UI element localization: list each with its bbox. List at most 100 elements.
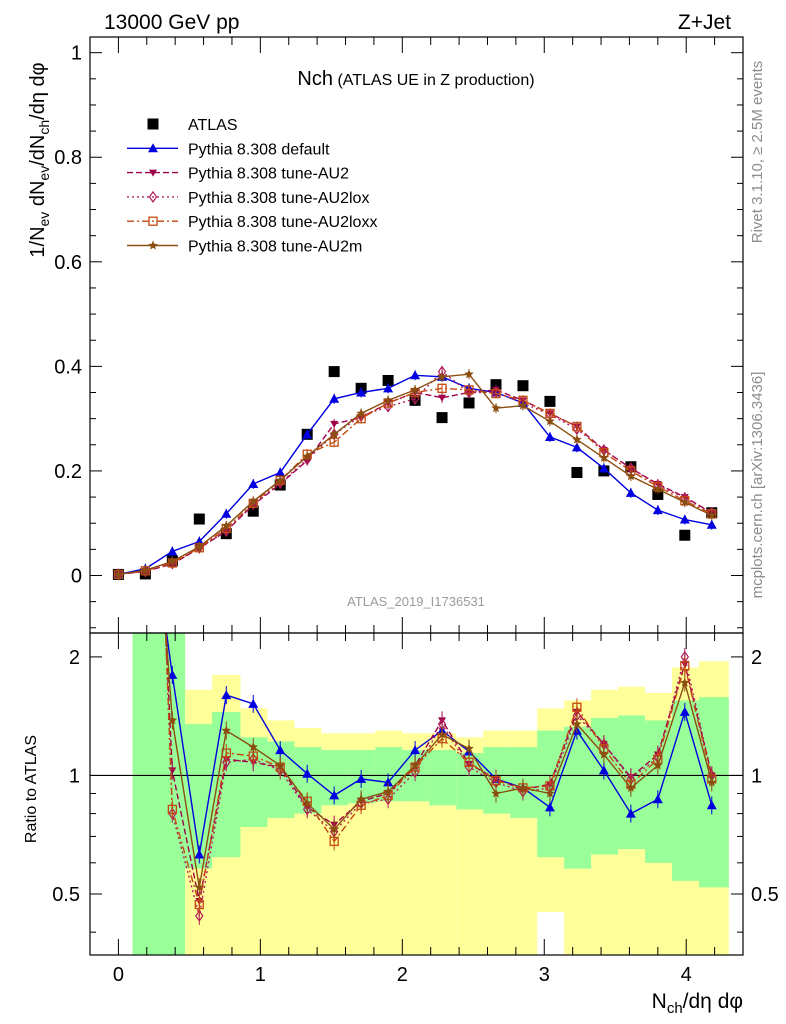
chart-title-main: Nch [297,68,333,90]
main-point-pythia-8-308-tune-au2m [437,371,447,381]
ratio-point-pythia-8-308-default [652,794,663,804]
main-y-tick-label: 0.6 [54,252,82,274]
legend-item-pythia-8-308-tune-au2m: Pythia 8.308 tune-AU2m [127,239,362,256]
ratio-point-pythia-8-308-tune-au2m [491,788,501,798]
ratio-point-pythia-8-308-tune-au2loxx [680,661,690,671]
main-point-pythia-8-308-default [571,442,582,452]
main-point-pythia-8-308-tune-au2m [302,451,312,461]
ratio-point-pythia-8-308-tune-au2m [410,760,420,770]
main-line-pythia-8-308-tune-au2loxx [118,387,713,576]
ratio-point-pythia-8-308-default [679,706,690,716]
main-point-pythia-8-308-tune-au2lox [383,400,393,413]
ratio-point-pythia-8-308-default [329,790,340,800]
main-point-pythia-8-308-default [248,479,259,488]
legend-label: Pythia 8.308 tune-AU2lox [188,190,369,207]
ratio-point-pythia-8-308-tune-au2m [464,743,474,753]
ratio-point-pythia-8-308-tune-au2m [599,749,609,759]
ratio-point-pythia-8-308-default [275,745,286,755]
ratio-band-inner [160,633,186,955]
x-tick-label: 0 [113,964,124,986]
ratio-point-pythia-8-308-default [167,669,178,679]
analysis-id: ATLAS_2019_I1736531 [347,594,485,609]
legend-label: Pythia 8.308 default [188,141,330,158]
ratio-point-pythia-8-308-tune-au2loxx [572,702,582,712]
main-point-pythia-8-308-default [167,546,178,556]
main-point-pythia-8-308-tune-au2m [626,471,636,481]
main-point-pythia-8-308-tune-au2lox [572,423,582,436]
ratio-band-inner [429,750,457,806]
ratio-point-pythia-8-308-default [221,690,232,700]
ratio-band-inner [564,726,592,869]
main-point-pythia-8-308-tune-au2loxx [437,383,447,393]
ratio-point-pythia-8-308-default [625,808,636,818]
chart-title: Nch (ATLAS UE in Z production) [297,68,534,90]
ratio-point-pythia-8-308-tune-au2m [383,786,393,796]
side-label-site: mcplots.cern.ch [arXiv:1306.3436] [749,372,766,599]
main-point-pythia-8-308-default [329,393,340,403]
ratio-line-pythia-8-308-tune-au2loxx [164,633,713,905]
legend-label: Pythia 8.308 tune-AU2m [188,239,362,256]
legend-marker [147,118,159,130]
main-point-atlas [652,488,664,500]
main-y-axis-label: 1/Nev dNev/dNch/dη dφ [27,62,52,257]
main-point-pythia-8-308-tune-au2m [275,475,285,485]
ratio-y-tick-label-right: 0.5 [751,884,779,906]
ratio-point-pythia-8-308-tune-au2m [221,725,231,735]
legend-label: Pythia 8.308 tune-AU2loxx [188,214,377,231]
main-point-pythia-8-308-tune-au2m [464,369,474,379]
main-point-pythia-8-308-tune-au2m [491,403,501,413]
ratio-uncertainty-bands [90,633,743,955]
process-label: Z+Jet [678,11,731,34]
main-point-pythia-8-308-tune-au2m [599,452,609,462]
ratio-y-tick-label: 2 [69,647,80,669]
ratio-y-tick-label: 0.5 [52,884,80,906]
main-point-atlas [490,379,502,391]
main-point-pythia-8-308-tune-au2m [383,395,393,405]
legend-item-atlas: ATLAS [147,117,238,134]
ratio-point-pythia-8-308-tune-au2lox [168,807,177,820]
ratio-point-pythia-8-308-default [194,849,205,859]
main-point-pythia-8-308-tune-au2loxx [464,385,474,395]
ratio-point-pythia-8-308-default [706,800,717,810]
main-series-group [112,365,718,581]
ratio-point-pythia-8-308-tune-au2m [572,719,582,729]
ratio-y-tick-label: 1 [69,765,80,787]
ratio-line-pythia-8-308-tune-au2lox [164,633,713,917]
ratio-frame [89,632,744,956]
main-point-pythia-8-308-default [625,487,636,497]
ratio-y-tick-label-right: 1 [751,765,762,787]
main-y-tick-label: 1 [71,43,82,65]
legend-marker [148,190,158,203]
legend-label: Pythia 8.308 tune-AU2 [188,166,349,183]
ratio-point-pythia-8-308-tune-au2loxx [194,899,204,910]
ratio-point-pythia-8-308-tune-au2loxx [464,757,474,767]
ratio-point-pythia-8-308-tune-au2m [437,729,447,739]
ratio-line-pythia-8-308-tune-au2m [165,633,713,888]
energy-label: 13000 GeV pp [104,11,239,34]
legend-item-pythia-8-308-tune-au2loxx: Pythia 8.308 tune-AU2loxx [127,214,377,231]
main-point-pythia-8-308-tune-au2loxx [491,388,501,399]
main-point-pythia-8-308-tune-au2m [248,496,258,506]
main-point-pythia-8-308-tune-au2m [221,520,231,530]
x-tick-label: 2 [397,964,408,986]
main-point-pythia-8-308-tune-au2m [194,541,205,551]
x-tick-label: 3 [539,964,550,986]
main-point-pythia-8-308-tune-au2m [113,569,124,579]
main-point-pythia-8-308-default [652,505,663,515]
ratio-point-pythia-8-308-tune-au2m [275,760,285,770]
ratio-point-pythia-8-308-tune-au2m [194,882,205,892]
ratio-point-pythia-8-308-default [356,773,367,783]
ratio-band-inner [185,724,213,869]
main-y-tick-label: 0.8 [54,147,82,169]
ratio-point-pythia-8-308-default [598,765,609,775]
main-point-atlas [463,397,475,409]
main-y-tick-label: 0 [71,565,82,587]
ratio-point-pythia-8-308-tune-au2m [248,742,258,752]
ratio-point-pythia-8-308-default [248,698,259,708]
main-point-atlas [571,466,583,478]
ratio-point-pythia-8-308-default [410,745,421,755]
main-point-atlas [517,380,529,392]
x-axis-label: Nch/dη dφ [652,990,743,1017]
main-point-pythia-8-308-tune-au2m [653,484,663,494]
